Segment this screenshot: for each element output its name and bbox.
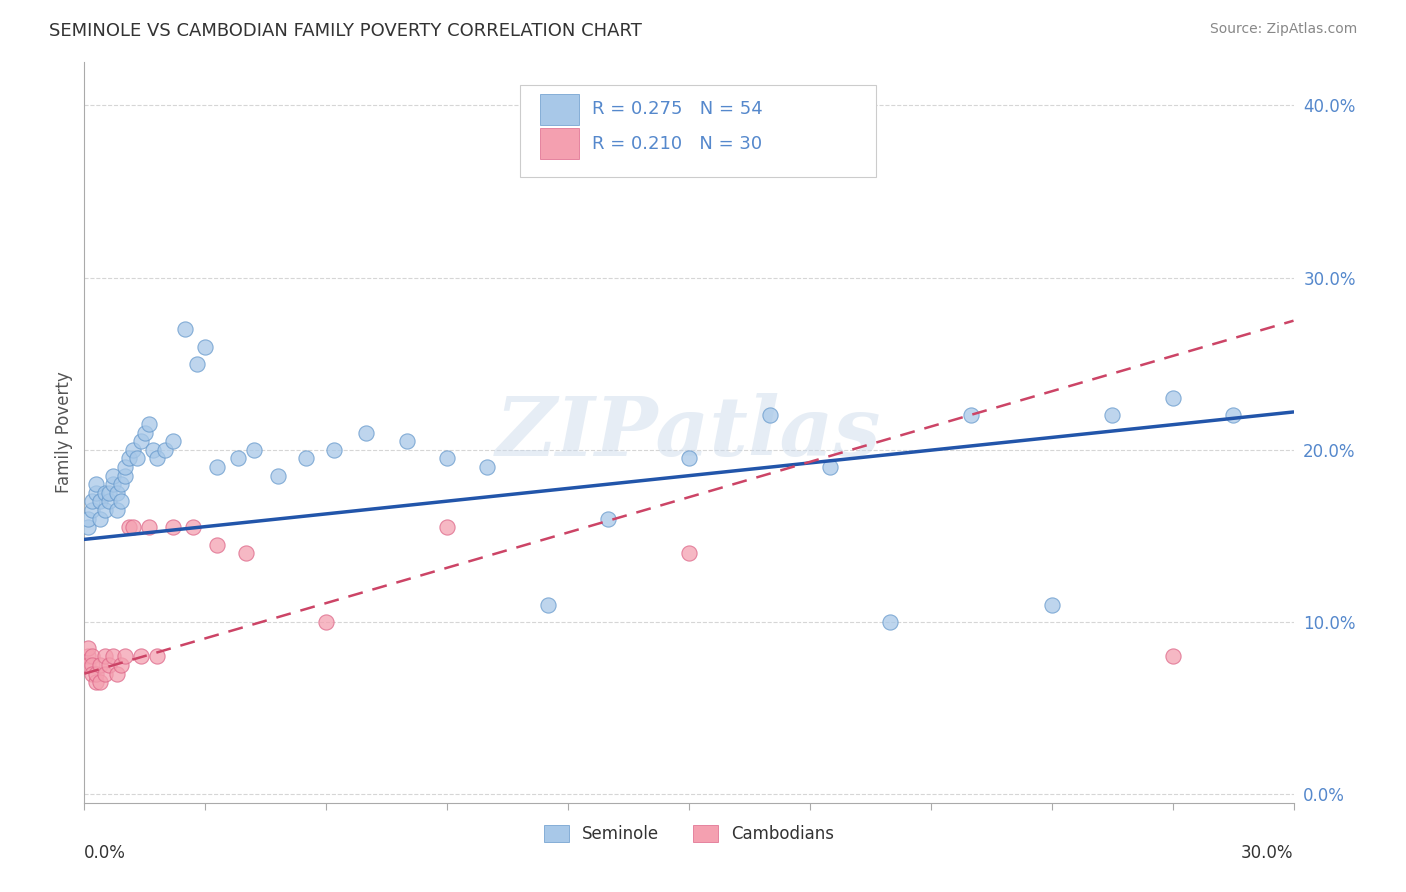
Point <box>678 546 700 560</box>
Point <box>1101 409 1123 423</box>
Point <box>146 451 169 466</box>
Point <box>93 486 115 500</box>
Point <box>138 520 160 534</box>
Point <box>114 460 136 475</box>
Point <box>93 666 115 681</box>
Point <box>207 460 229 475</box>
Point <box>105 503 128 517</box>
Bar <box>540 94 579 125</box>
Point <box>1222 409 1244 423</box>
Point <box>86 477 108 491</box>
Point <box>242 442 264 457</box>
Point <box>118 520 141 534</box>
Point <box>89 494 111 508</box>
Point <box>86 486 108 500</box>
Point <box>436 520 458 534</box>
Point <box>97 494 120 508</box>
Point <box>129 434 152 449</box>
Point <box>395 434 418 449</box>
Point <box>82 649 104 664</box>
Point <box>86 666 108 681</box>
Point <box>82 666 104 681</box>
Point <box>118 451 141 466</box>
Legend: Seminole, Cambodians: Seminole, Cambodians <box>537 819 841 850</box>
Point <box>89 512 111 526</box>
Text: SEMINOLE VS CAMBODIAN FAMILY POVERTY CORRELATION CHART: SEMINOLE VS CAMBODIAN FAMILY POVERTY COR… <box>49 22 643 40</box>
Point <box>82 503 104 517</box>
Point <box>162 520 184 534</box>
Point <box>174 322 197 336</box>
Text: 30.0%: 30.0% <box>1241 844 1294 862</box>
Point <box>818 460 841 475</box>
Point <box>77 640 100 655</box>
Point <box>129 649 152 664</box>
Point <box>101 649 124 664</box>
Point <box>97 486 120 500</box>
Point <box>97 658 120 673</box>
Point <box>138 417 160 431</box>
Point <box>477 460 499 475</box>
Point <box>598 512 620 526</box>
Point <box>194 339 217 353</box>
Point <box>134 425 156 440</box>
Text: R = 0.275   N = 54: R = 0.275 N = 54 <box>592 100 763 118</box>
Point <box>86 675 108 690</box>
Point <box>181 520 204 534</box>
Text: R = 0.210   N = 30: R = 0.210 N = 30 <box>592 135 762 153</box>
Point <box>186 357 208 371</box>
Point <box>142 442 165 457</box>
Point <box>1161 391 1184 405</box>
Point <box>77 512 100 526</box>
Point <box>323 442 346 457</box>
Point <box>162 434 184 449</box>
Point <box>101 468 124 483</box>
Point <box>267 468 290 483</box>
Point <box>121 520 143 534</box>
Point <box>110 494 132 508</box>
Point <box>125 451 148 466</box>
Bar <box>540 128 579 160</box>
Point <box>105 666 128 681</box>
Point <box>879 615 901 629</box>
Point <box>89 658 111 673</box>
Y-axis label: Family Poverty: Family Poverty <box>55 372 73 493</box>
Point <box>1040 598 1063 612</box>
Point <box>114 468 136 483</box>
Point <box>207 537 229 551</box>
Point <box>82 494 104 508</box>
Point <box>235 546 257 560</box>
Point <box>77 649 100 664</box>
Point <box>153 442 176 457</box>
Point <box>678 451 700 466</box>
Point <box>537 598 560 612</box>
Point <box>110 477 132 491</box>
Point <box>77 520 100 534</box>
Point <box>93 649 115 664</box>
Point <box>77 658 100 673</box>
Point <box>93 503 115 517</box>
Point <box>436 451 458 466</box>
Point <box>105 486 128 500</box>
Point <box>89 675 111 690</box>
Point <box>82 658 104 673</box>
Text: Source: ZipAtlas.com: Source: ZipAtlas.com <box>1209 22 1357 37</box>
Point <box>315 615 337 629</box>
Point <box>121 442 143 457</box>
Text: ZIPatlas: ZIPatlas <box>496 392 882 473</box>
Point <box>114 649 136 664</box>
Point <box>960 409 983 423</box>
Point <box>1161 649 1184 664</box>
Point <box>101 477 124 491</box>
Point <box>226 451 249 466</box>
FancyBboxPatch shape <box>520 85 876 178</box>
Text: 0.0%: 0.0% <box>84 844 127 862</box>
Point <box>146 649 169 664</box>
Point <box>110 658 132 673</box>
Point <box>356 425 378 440</box>
Point <box>758 409 780 423</box>
Point <box>295 451 318 466</box>
